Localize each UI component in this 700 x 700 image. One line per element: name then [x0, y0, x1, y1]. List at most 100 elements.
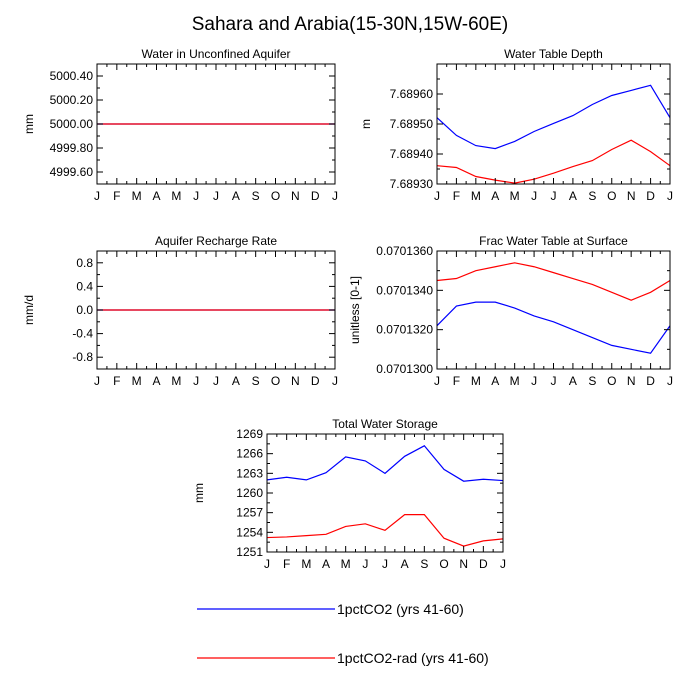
chart-title: Aquifer Recharge Rate	[155, 234, 277, 248]
x-tick-label: A	[491, 374, 499, 388]
series-line-1	[266, 445, 504, 482]
series-line-1	[436, 301, 671, 354]
x-tick-label: M	[301, 557, 311, 571]
x-tick-label: O	[607, 374, 616, 388]
series-line-2	[436, 139, 671, 184]
x-tick-label: A	[569, 374, 577, 388]
x-tick-label: A	[569, 189, 577, 203]
y-tick-label: 1263	[236, 466, 263, 480]
x-tick-label: J	[94, 189, 100, 203]
y-tick-label: 7.68930	[390, 177, 434, 191]
y-tick-label: 4999.60	[50, 165, 94, 179]
x-tick-label: F	[283, 557, 290, 571]
y-tick-label: 0.0701340	[376, 283, 433, 297]
y-tick-label: 5000.40	[50, 69, 94, 83]
series-line-2	[266, 514, 504, 547]
y-tick-label: -0.8	[72, 350, 93, 364]
y-axis-label: m	[359, 119, 373, 129]
x-tick-label: J	[193, 189, 199, 203]
y-tick-label: 7.68950	[390, 117, 434, 131]
x-tick-label: J	[264, 557, 270, 571]
legend-label-2: 1pctCO2-rad (yrs 41-60)	[337, 650, 489, 666]
y-tick-label: 0.0701320	[376, 323, 433, 337]
x-tick-label: A	[232, 374, 240, 388]
x-tick-label: N	[627, 374, 636, 388]
x-tick-label: F	[453, 374, 460, 388]
y-tick-label: 4999.80	[50, 141, 94, 155]
x-tick-label: J	[434, 189, 440, 203]
x-tick-label: M	[510, 374, 520, 388]
x-tick-label: M	[171, 189, 181, 203]
x-tick-label: D	[646, 374, 655, 388]
x-tick-label: J	[332, 189, 338, 203]
y-tick-label: 5000.20	[50, 93, 94, 107]
x-tick-label: S	[252, 374, 260, 388]
x-tick-label: J	[382, 557, 388, 571]
y-axis-label: mm	[22, 114, 36, 134]
y-tick-label: -0.4	[72, 327, 93, 341]
x-tick-label: J	[213, 189, 219, 203]
y-tick-label: 5000.00	[50, 117, 94, 131]
y-tick-label: 7.68940	[390, 147, 434, 161]
chart-title: Total Water Storage	[332, 417, 438, 431]
x-tick-label: J	[94, 374, 100, 388]
x-tick-label: M	[471, 189, 481, 203]
series-line-2	[436, 262, 671, 301]
y-axis-label: unitless [0-1]	[348, 276, 362, 344]
x-tick-label: J	[551, 189, 557, 203]
x-tick-label: O	[271, 189, 280, 203]
x-tick-label: M	[510, 189, 520, 203]
y-axis-label: mm/d	[22, 295, 36, 325]
x-tick-label: F	[453, 189, 460, 203]
x-tick-label: S	[420, 557, 428, 571]
x-tick-label: N	[291, 189, 300, 203]
x-tick-label: J	[332, 374, 338, 388]
x-tick-label: A	[401, 557, 409, 571]
legend: 1pctCO2 (yrs 41-60) 1pctCO2-rad (yrs 41-6…	[197, 601, 489, 666]
x-tick-label: O	[607, 189, 616, 203]
x-tick-label: M	[132, 189, 142, 203]
x-tick-label: F	[113, 189, 120, 203]
x-tick-label: J	[551, 374, 557, 388]
x-tick-label: J	[531, 374, 537, 388]
x-tick-label: N	[291, 374, 300, 388]
x-tick-label: N	[627, 189, 636, 203]
series-line-1	[436, 84, 671, 150]
y-tick-label: 1254	[236, 525, 263, 539]
x-tick-label: S	[252, 189, 260, 203]
chart-panel-4: Frac Water Table at Surface unitless [0-1…	[348, 234, 673, 388]
y-tick-label: 1266	[236, 447, 263, 461]
x-tick-label: A	[322, 557, 330, 571]
chart-title: Frac Water Table at Surface	[479, 234, 628, 248]
x-tick-label: J	[213, 374, 219, 388]
x-tick-label: J	[193, 374, 199, 388]
y-tick-label: 0.0	[76, 303, 93, 317]
y-tick-label: 0.0701360	[376, 244, 433, 258]
y-tick-label: 0.8	[76, 256, 93, 270]
y-axis-label: mm	[192, 483, 206, 503]
plot-frame	[266, 433, 504, 553]
x-tick-label: S	[588, 374, 596, 388]
x-tick-label: O	[439, 557, 448, 571]
x-tick-label: J	[667, 374, 673, 388]
x-tick-label: A	[152, 374, 160, 388]
x-tick-label: J	[667, 189, 673, 203]
x-tick-label: J	[531, 189, 537, 203]
y-tick-label: 1260	[236, 486, 263, 500]
chart-title: Water in Unconfined Aquifer	[142, 47, 291, 61]
x-tick-label: M	[341, 557, 351, 571]
x-tick-label: O	[271, 374, 280, 388]
legend-label-1: 1pctCO2 (yrs 41-60)	[337, 601, 464, 617]
x-tick-label: A	[491, 189, 499, 203]
chart-title: Water Table Depth	[504, 47, 603, 61]
x-tick-label: J	[362, 557, 368, 571]
x-tick-label: D	[479, 557, 488, 571]
y-tick-label: 0.4	[76, 279, 93, 293]
y-tick-label: 0.0701300	[376, 362, 433, 376]
x-tick-label: J	[434, 374, 440, 388]
y-tick-label: 1251	[236, 545, 263, 559]
